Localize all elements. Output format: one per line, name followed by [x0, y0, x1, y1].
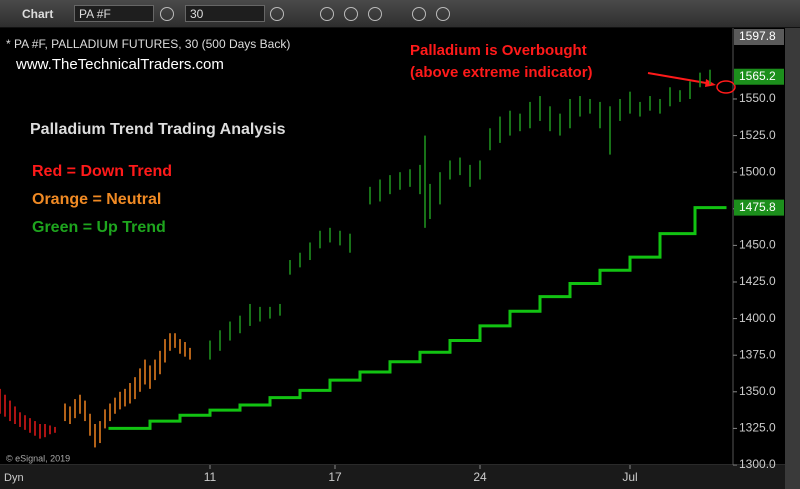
annotation-arrow: [647, 72, 713, 85]
y-tick-label: 1300.0: [739, 457, 776, 471]
x-tick-label: 11: [204, 470, 217, 484]
y-tick-label: 1550.0: [739, 91, 776, 105]
toolbar: Chart PA #F 30: [0, 0, 800, 28]
interval-box[interactable]: [185, 5, 265, 22]
tool-icon[interactable]: [412, 7, 426, 21]
x-tick-label: 24: [473, 470, 487, 484]
window-title: Chart: [22, 7, 54, 21]
clock-icon[interactable]: [270, 7, 284, 21]
y-tick-label: 1375.0: [739, 347, 776, 361]
symbol[interactable]: PA #F: [79, 7, 111, 21]
price-tag: [734, 199, 784, 216]
y-tick-label: 1350.0: [739, 384, 776, 398]
price-tag: [734, 29, 784, 45]
legend-text: Green = Up Trend: [32, 219, 166, 236]
price-tag-label: 1565.2: [739, 69, 776, 83]
refresh-icon[interactable]: [160, 7, 174, 21]
x-axis-label: Dyn: [4, 472, 24, 484]
annotation: Palladium is Overbought: [410, 42, 587, 59]
x-tick-label: 17: [328, 470, 342, 484]
x-axis-band: [0, 465, 785, 489]
chart-header: * PA #F, PALLADIUM FUTURES, 30 (500 Days…: [6, 37, 290, 51]
y-tick-label: 1425.0: [739, 274, 776, 288]
legend-text: Orange = Neutral: [32, 191, 161, 208]
tool-icon[interactable]: [368, 7, 382, 21]
tool-icon[interactable]: [436, 7, 450, 21]
legend-text: Red = Down Trend: [32, 163, 172, 180]
y-tick-label: 1400.0: [739, 311, 776, 325]
tool-icon[interactable]: [320, 7, 334, 21]
website: www.TheTechnicalTraders.com: [15, 56, 224, 73]
annotation-circle: [716, 80, 736, 94]
chart-title: Palladium Trend Trading Analysis: [30, 121, 286, 138]
y-tick-label: 1500.0: [739, 164, 776, 178]
price-tag-label: 1597.8: [739, 29, 776, 43]
copyright: © eSignal, 2019: [6, 453, 70, 463]
plot-background: [0, 28, 785, 489]
y-tick-label: 1325.0: [739, 421, 776, 435]
y-tick-label: 1525.0: [739, 128, 776, 142]
chart: * PA #F, PALLADIUM FUTURES, 30 (500 Days…: [0, 28, 800, 489]
y-tick-label: 1450.0: [739, 238, 776, 252]
scrollbar[interactable]: [785, 28, 800, 489]
x-tick-label: Jul: [622, 470, 637, 484]
price-tag: [734, 68, 784, 85]
tool-icon[interactable]: [344, 7, 358, 21]
price-tag-label: 1475.8: [739, 200, 776, 214]
interval[interactable]: 30: [190, 7, 204, 21]
symbol-box[interactable]: [74, 5, 154, 22]
annotation: (above extreme indicator): [410, 64, 593, 81]
